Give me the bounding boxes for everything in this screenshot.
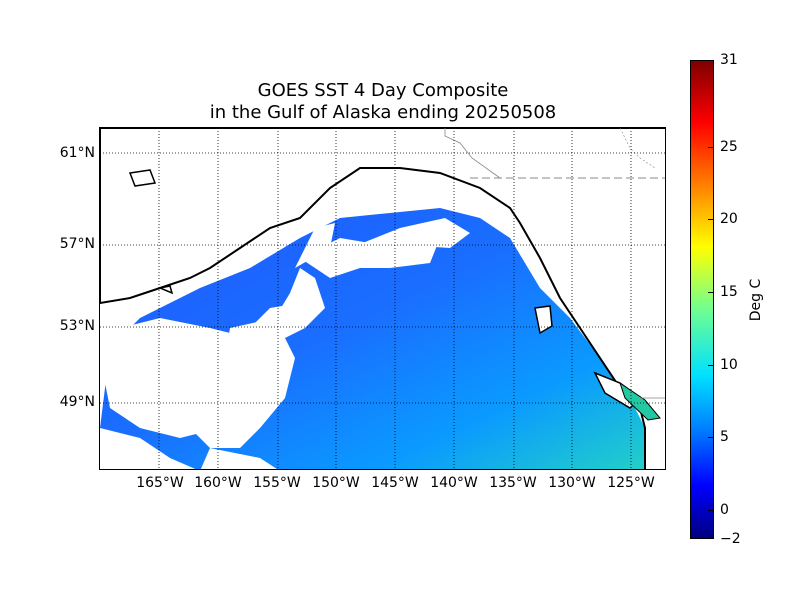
lat-label-61n: 61°N: [59, 145, 95, 161]
colorbar-tickmark: [708, 292, 714, 293]
inland-water: [619, 381, 661, 421]
colorbar-tickmark: [708, 365, 714, 366]
colorbar-tickmark: [708, 437, 714, 438]
lon-label-130w: 130°W: [548, 475, 596, 491]
lat-label-57n: 57°N: [59, 236, 95, 252]
lon-label-125w: 125°W: [607, 475, 655, 491]
lon-label-165w: 165°W: [136, 475, 184, 491]
map-title-line1: GOES SST 4 Day Composite: [257, 80, 509, 101]
colorbar: [690, 60, 714, 539]
lat-label-53n: 53°N: [59, 318, 95, 334]
colorbar-tick-minus2: −2: [720, 531, 741, 547]
colorbar-tick-10: 10: [720, 357, 738, 373]
lon-label-150w: 150°W: [312, 475, 360, 491]
colorbar-tick-15: 15: [720, 284, 738, 300]
colorbar-tick-20: 20: [720, 211, 738, 227]
islands: [128, 169, 642, 409]
colorbar-label: Deg C: [748, 278, 764, 322]
lon-label-160w: 160°W: [194, 475, 242, 491]
cloud-mask: [100, 218, 470, 469]
colorbar-tickmark: [708, 510, 714, 511]
lon-label-135w: 135°W: [489, 475, 537, 491]
sst-map: [99, 127, 666, 470]
colorbar-tick-31: 31: [720, 52, 738, 68]
colorbar-tickmark: [708, 147, 714, 148]
graticule: [100, 128, 665, 469]
lon-label-145w: 145°W: [371, 475, 419, 491]
colorbar-tick-5: 5: [720, 429, 729, 445]
sst-map-canvas: [100, 128, 665, 469]
map-title-line2: in the Gulf of Alaska ending 20250508: [209, 102, 557, 123]
colorbar-tickmark: [708, 219, 714, 220]
land-coastline: [100, 128, 665, 469]
colorbar-tick-25: 25: [720, 139, 738, 155]
colorbar-tick-0: 0: [720, 502, 729, 518]
lon-label-140w: 140°W: [430, 475, 478, 491]
lon-label-155w: 155°W: [253, 475, 301, 491]
political-borders: [444, 128, 665, 399]
lat-label-49n: 49°N: [59, 394, 95, 410]
